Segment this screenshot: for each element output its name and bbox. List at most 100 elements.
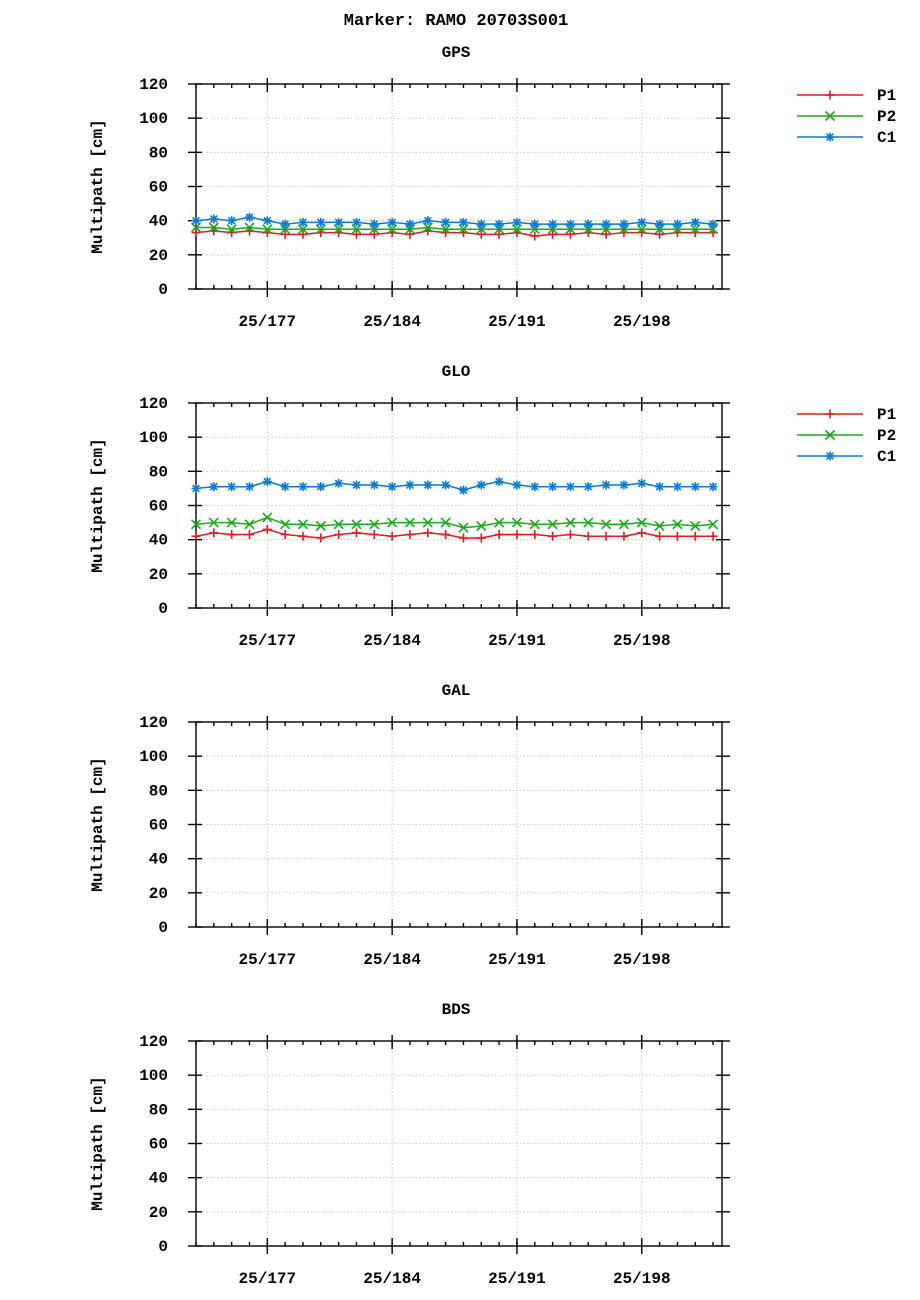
data-point [316, 482, 326, 492]
legend-label: P2 [877, 427, 896, 445]
series-c1 [191, 477, 718, 495]
x-tick-label: 25/191 [488, 313, 546, 331]
y-tick-label: 60 [149, 817, 168, 835]
y-tick-label: 0 [158, 919, 168, 937]
data-point [654, 520, 665, 532]
data-point [494, 219, 504, 229]
data-point [458, 224, 469, 235]
y-tick-label: 60 [149, 1136, 168, 1154]
data-point [298, 229, 308, 239]
data-point [316, 533, 326, 543]
chart-panel-gps: GPS 0 20 40 60 80 100 120 25/177 25/184 25/191 25/1… [89, 44, 896, 331]
data-point [227, 482, 237, 492]
x-tick-label: 25/191 [488, 632, 546, 650]
panel-title: GLO [442, 363, 471, 381]
data-point [637, 528, 647, 538]
y-tick-label: 120 [139, 1033, 168, 1051]
series-line [195, 480, 714, 491]
data-point [405, 480, 415, 490]
legend-label: C1 [877, 129, 896, 147]
data-point [208, 517, 219, 528]
legend-marker [825, 90, 835, 100]
data-point [548, 482, 558, 492]
data-point [476, 520, 487, 532]
y-tick-label: 20 [149, 566, 168, 584]
data-point [601, 480, 611, 490]
legend-marker [825, 132, 835, 142]
data-point [262, 224, 273, 235]
data-point [565, 482, 575, 492]
data-point [422, 517, 433, 528]
x-tick-label: 25/198 [613, 632, 671, 650]
data-point [297, 519, 309, 530]
x-tick-label: 25/177 [239, 951, 297, 969]
legend-marker [825, 409, 835, 419]
data-point [262, 512, 273, 523]
data-point [512, 480, 522, 490]
data-point [601, 229, 611, 239]
panel-title: GPS [442, 44, 471, 62]
data-point [655, 229, 665, 239]
x-tick-label: 25/177 [239, 313, 297, 331]
data-point [530, 482, 540, 492]
data-point [458, 522, 469, 533]
x-tick-label: 25/184 [363, 632, 421, 650]
data-point [351, 224, 362, 235]
legend-entry-p1: P1 [797, 87, 896, 105]
data-point [209, 528, 219, 538]
data-point [315, 224, 326, 235]
data-point [458, 217, 468, 227]
y-tick-label: 60 [149, 498, 168, 516]
data-point [565, 517, 576, 528]
data-point [441, 217, 451, 227]
data-point [583, 517, 594, 528]
data-point [405, 229, 415, 239]
data-point [548, 531, 558, 541]
data-point [244, 519, 255, 530]
data-point [351, 217, 361, 227]
y-axis-label: Multipath [cm] [89, 1076, 107, 1210]
data-point [262, 524, 272, 534]
x-tick-label: 25/198 [613, 1270, 671, 1288]
data-point [298, 482, 308, 492]
data-point [387, 217, 397, 227]
legend-entry-p1: P1 [797, 406, 896, 424]
data-point [244, 530, 254, 540]
x-tick-label: 25/184 [363, 1270, 421, 1288]
y-tick-label: 20 [149, 247, 168, 265]
data-point [316, 217, 326, 227]
y-tick-label: 80 [149, 144, 168, 162]
chart-panel-bds: BDS 0 20 40 60 80 100 120 25/177 25/184 25/191 25/1… [89, 1001, 730, 1288]
data-point [690, 531, 700, 541]
data-point [601, 531, 611, 541]
y-tick-label: 100 [139, 110, 168, 128]
data-point [226, 517, 237, 528]
data-point [494, 229, 504, 239]
y-tick-label: 60 [149, 179, 168, 197]
panel-title: BDS [442, 1001, 471, 1019]
data-point [690, 520, 701, 532]
series-p2 [190, 222, 719, 235]
y-tick-label: 80 [149, 782, 168, 800]
data-point [190, 519, 202, 530]
data-point [369, 519, 380, 530]
series-p2 [190, 512, 719, 533]
series-line [195, 528, 714, 539]
data-point [191, 228, 201, 238]
data-point [333, 519, 344, 530]
x-tick-label: 25/198 [613, 951, 671, 969]
legend-marker [825, 451, 835, 461]
y-tick-label: 40 [149, 851, 168, 869]
data-point [351, 528, 361, 538]
data-point [583, 219, 593, 229]
data-point [280, 519, 291, 530]
data-point [191, 483, 201, 493]
panel-title: GAL [442, 682, 471, 700]
y-tick-label: 20 [149, 885, 168, 903]
y-tick-label: 120 [139, 714, 168, 732]
figure-title: Marker: RAMO 20703S001 [344, 12, 568, 31]
series-p1 [191, 524, 718, 543]
data-point [280, 229, 290, 239]
data-point [334, 478, 344, 488]
y-tick-label: 80 [149, 1101, 168, 1119]
